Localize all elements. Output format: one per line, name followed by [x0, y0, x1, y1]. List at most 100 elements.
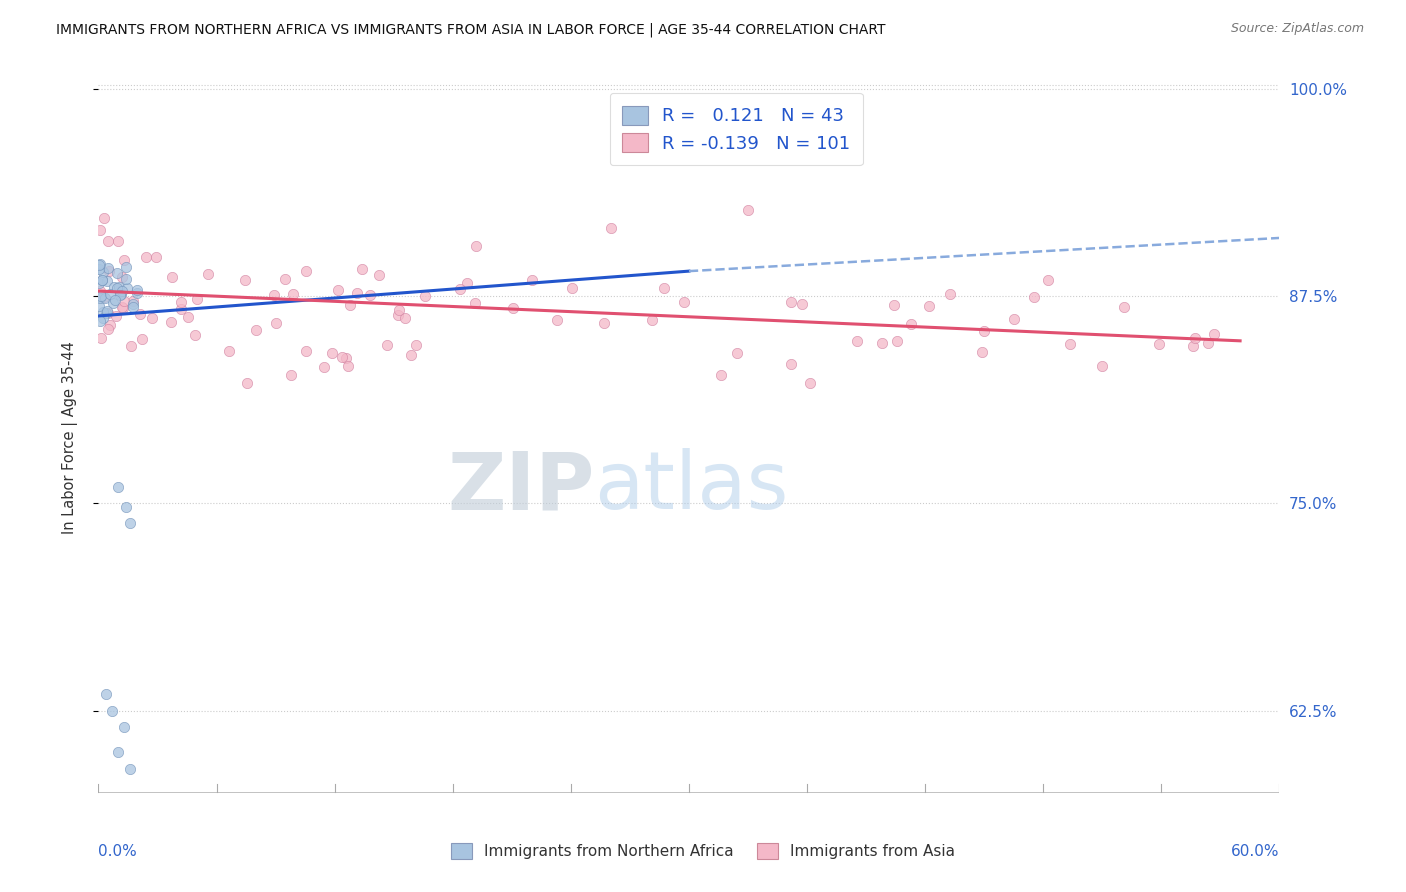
Point	[274, 272, 297, 286]
Point	[652, 280, 675, 294]
Point	[799, 376, 821, 391]
Point	[522, 272, 544, 286]
Point	[128, 307, 150, 321]
Point	[115, 500, 138, 514]
Point	[97, 234, 120, 248]
Point	[1038, 273, 1060, 287]
Point	[115, 260, 138, 275]
Text: 0.0%: 0.0%	[98, 844, 138, 859]
Legend: R =   0.121   N = 43, R = -0.139   N = 101: R = 0.121 N = 43, R = -0.139 N = 101	[610, 93, 863, 165]
Point	[111, 301, 134, 315]
Point	[105, 266, 128, 280]
Point	[145, 251, 167, 265]
Point	[90, 289, 112, 303]
Text: Source: ZipAtlas.com: Source: ZipAtlas.com	[1230, 22, 1364, 36]
Point	[89, 276, 111, 290]
Point	[135, 250, 157, 264]
Point	[399, 348, 422, 362]
Point	[90, 331, 112, 345]
Point	[295, 344, 318, 359]
Point	[89, 299, 111, 313]
Point	[592, 316, 614, 330]
Point	[335, 351, 357, 365]
Point	[93, 290, 115, 304]
Point	[112, 293, 135, 308]
Point	[939, 287, 962, 301]
Point	[725, 346, 748, 360]
Point	[118, 516, 141, 531]
Point	[845, 334, 868, 349]
Point	[103, 279, 125, 293]
Point	[1147, 336, 1170, 351]
Point	[97, 263, 120, 277]
Point	[295, 264, 318, 278]
Point	[780, 295, 803, 310]
Point	[1184, 331, 1206, 345]
Point	[89, 314, 111, 328]
Point	[121, 297, 143, 311]
Point	[104, 293, 127, 307]
Point	[107, 480, 129, 494]
Point	[218, 344, 240, 359]
Point	[121, 293, 143, 308]
Point	[236, 376, 259, 391]
Point	[710, 368, 733, 383]
Point	[97, 260, 120, 275]
Point	[413, 289, 436, 303]
Point	[321, 345, 343, 359]
Point	[89, 222, 111, 236]
Point	[970, 344, 993, 359]
Point	[917, 299, 939, 313]
Point	[1059, 336, 1081, 351]
Y-axis label: In Labor Force | Age 35-44: In Labor Force | Age 35-44	[62, 341, 77, 533]
Point	[160, 270, 183, 285]
Point	[118, 762, 141, 776]
Point	[105, 280, 128, 294]
Point	[792, 297, 814, 311]
Point	[1091, 359, 1114, 373]
Point	[263, 288, 285, 302]
Point	[131, 332, 153, 346]
Point	[330, 350, 353, 364]
Point	[98, 318, 121, 332]
Text: ZIP: ZIP	[447, 448, 595, 526]
Point	[197, 267, 219, 281]
Point	[394, 310, 416, 325]
Point	[89, 284, 111, 298]
Point	[456, 276, 478, 290]
Text: atlas: atlas	[595, 448, 789, 526]
Point	[110, 287, 132, 301]
Point	[359, 287, 381, 301]
Point	[314, 360, 336, 375]
Point	[326, 283, 349, 297]
Point	[97, 306, 120, 320]
Point	[105, 310, 128, 324]
Point	[1022, 290, 1045, 304]
Point	[886, 334, 908, 349]
Point	[91, 273, 114, 287]
Point	[111, 284, 134, 298]
Point	[89, 258, 111, 272]
Text: IMMIGRANTS FROM NORTHERN AFRICA VS IMMIGRANTS FROM ASIA IN LABOR FORCE | AGE 35-: IMMIGRANTS FROM NORTHERN AFRICA VS IMMIG…	[56, 22, 886, 37]
Point	[125, 283, 148, 297]
Point	[737, 203, 759, 218]
Point	[101, 704, 124, 718]
Point	[141, 310, 163, 325]
Point	[96, 274, 118, 288]
Point	[170, 295, 193, 310]
Point	[1112, 300, 1135, 314]
Point	[177, 310, 200, 325]
Point	[101, 296, 124, 310]
Point	[367, 268, 389, 282]
Point	[89, 292, 111, 306]
Point	[96, 687, 118, 701]
Point	[387, 308, 409, 322]
Point	[1204, 327, 1226, 342]
Point	[1197, 336, 1219, 351]
Point	[339, 298, 361, 312]
Point	[883, 298, 905, 312]
Point	[1181, 338, 1204, 352]
Point	[900, 317, 922, 331]
Point	[245, 323, 267, 337]
Point	[641, 313, 664, 327]
